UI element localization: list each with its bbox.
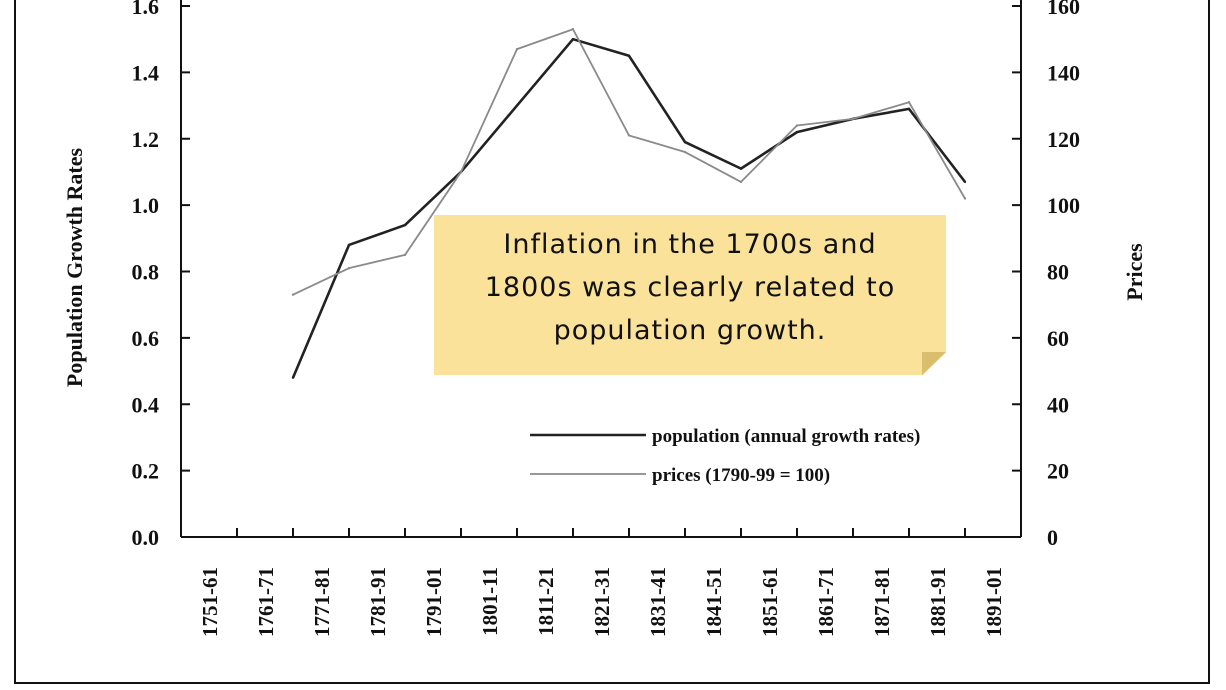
y2-axis-title: Prices: [1122, 243, 1147, 301]
data-point: [403, 253, 407, 257]
data-point: [403, 223, 407, 227]
sticky-note: [434, 215, 946, 375]
data-point: [627, 134, 631, 137]
right-tick-label: 160: [1047, 0, 1080, 19]
x-tick-label: 1861-71: [814, 567, 838, 637]
x-tick-label: 1771-81: [310, 567, 334, 637]
data-point: [571, 37, 575, 41]
note-line: population growth.: [553, 315, 827, 346]
x-tick-label: 1791-01: [422, 567, 446, 637]
data-point: [963, 197, 967, 200]
x-tick-label: 1891-01: [982, 567, 1006, 637]
y-axis-title: Population Growth Rates: [62, 147, 87, 387]
x-tick-label: 1841-51: [702, 567, 726, 637]
left-tick-label: 1.6: [132, 0, 160, 19]
data-point: [963, 180, 967, 184]
right-tick-label: 0: [1047, 525, 1058, 550]
data-point: [907, 107, 911, 111]
x-tick-label: 1781-91: [366, 567, 390, 637]
x-tick-label: 1881-91: [926, 567, 950, 637]
x-tick-label: 1851-61: [758, 567, 782, 637]
left-tick-label: 0.0: [132, 525, 160, 550]
data-point: [347, 266, 351, 270]
data-point: [347, 243, 351, 247]
legend-label: population (annual growth rates): [652, 426, 920, 447]
data-point: [627, 54, 631, 57]
note-line: 1800s was clearly related to: [484, 272, 896, 303]
right-tick-label: 140: [1047, 60, 1080, 85]
right-tick-label: 100: [1047, 193, 1080, 218]
left-tick-label: 1.0: [132, 193, 160, 218]
data-point: [739, 167, 743, 170]
right-tick-label: 120: [1047, 127, 1080, 152]
data-point: [683, 150, 687, 154]
x-tick-label: 1811-21: [534, 567, 558, 636]
data-point: [291, 293, 295, 296]
x-tick-label: 1821-31: [590, 567, 614, 637]
left-tick-label: 1.4: [132, 60, 160, 85]
data-point: [515, 104, 519, 107]
note-line: Inflation in the 1700s and: [503, 229, 877, 260]
left-tick-label: 0.8: [132, 260, 160, 285]
legend-label: prices (1790-99 = 100): [652, 465, 830, 486]
chart-frame: [14, 0, 1210, 684]
right-tick-label: 40: [1047, 392, 1069, 417]
x-tick-label: 1751-61: [198, 567, 222, 637]
data-point: [515, 47, 519, 51]
right-tick-label: 20: [1047, 459, 1069, 484]
data-point: [851, 117, 855, 121]
data-point: [459, 170, 463, 174]
x-tick-label: 1871-81: [870, 567, 894, 637]
left-tick-label: 0.6: [132, 326, 160, 351]
data-point: [739, 180, 743, 184]
left-tick-label: 1.2: [132, 127, 160, 152]
data-point: [683, 140, 687, 144]
left-tick-label: 0.4: [132, 392, 160, 417]
x-tick-label: 1831-41: [646, 567, 670, 637]
right-tick-label: 60: [1047, 326, 1069, 351]
left-tick-label: 0.2: [132, 459, 160, 484]
x-tick-label: 1801-11: [478, 567, 502, 636]
data-point: [571, 28, 575, 31]
data-point: [291, 376, 295, 379]
data-point: [907, 101, 911, 104]
right-tick-label: 80: [1047, 260, 1069, 285]
x-tick-label: 1761-71: [254, 567, 278, 637]
data-point: [795, 130, 799, 134]
data-point: [795, 124, 799, 127]
sticky-note-text: Inflation in the 1700s and 1800s was cle…: [434, 223, 946, 352]
